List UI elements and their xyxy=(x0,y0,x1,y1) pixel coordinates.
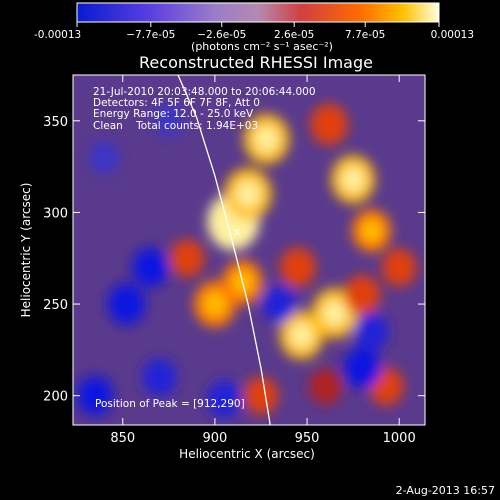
emission-core-4 xyxy=(342,167,365,192)
peak-marker: x xyxy=(234,225,241,238)
colorbar-tick-label: −2.6e-05 xyxy=(197,29,246,41)
y-tick-label: 250 xyxy=(43,298,68,313)
solar-limb-curve xyxy=(177,75,271,425)
emission-source-13 xyxy=(243,376,279,415)
emission-source-16 xyxy=(381,248,417,287)
colorbar-tick-label: 2.6e-05 xyxy=(274,29,314,41)
x-tick-label: 1000 xyxy=(383,431,416,446)
chart-title: Reconstructed RHESSI Image xyxy=(139,53,373,72)
annotation-block: 21-Jul-2010 20:03:48.000 to 20:06:44.000… xyxy=(93,86,316,132)
negative-region-26 xyxy=(89,141,120,174)
negative-region-18 xyxy=(107,283,146,325)
colorbar-ticks: -0.00013 −7.7e-05 −2.6e-05 2.6e-05 7.7e-05 0.… xyxy=(34,22,474,41)
y-axis-label: Heliocentric Y (arcsec) xyxy=(19,183,33,318)
emission-core-5 xyxy=(361,219,382,242)
negative-region-20 xyxy=(132,247,169,288)
negative-region-21 xyxy=(206,380,242,419)
annotation-energy-range: Energy Range: 12.0 - 25.0 keV xyxy=(93,108,254,120)
emission-source-12 xyxy=(170,239,205,278)
emission-core-1 xyxy=(236,181,260,208)
emission-core-6 xyxy=(204,292,226,316)
colorbar-tick-label: −7.7e-05 xyxy=(126,29,175,41)
emission-core-9 xyxy=(323,300,347,326)
y-tick-label: 300 xyxy=(43,206,68,221)
annotation-time-range: 21-Jul-2010 20:03:48.000 to 20:06:44.000 xyxy=(93,86,316,98)
x-tick-label: 950 xyxy=(295,431,320,446)
emission-core-2 xyxy=(255,126,278,152)
axis-ticks: 850 900 950 1000 200 250 300 350 xyxy=(43,75,425,446)
y-tick-label: 350 xyxy=(43,115,68,130)
peak-position-label: Position of Peak = [912,290] xyxy=(95,398,245,410)
colorbar-tick-label: -0.00013 xyxy=(34,29,81,41)
negative-region-23 xyxy=(354,312,389,351)
x-tick-label: 900 xyxy=(202,431,227,446)
colorbar-tick-label: 0.00013 xyxy=(431,29,474,41)
colorbar-tick-label: 7.7e-05 xyxy=(345,29,385,41)
annotation-clean-counts: Clean Total counts: 1.94E+03 xyxy=(93,120,258,132)
colorbar-unit-label: (photons cm⁻² s⁻¹ asec⁻²) xyxy=(191,40,333,53)
negative-region-25 xyxy=(154,104,184,138)
plot-frame xyxy=(72,74,426,426)
negative-region-22 xyxy=(262,285,297,323)
x-tick-label: 850 xyxy=(110,431,135,446)
x-axis-label: Heliocentric X (arcsec) xyxy=(179,447,315,461)
emission-source-10 xyxy=(344,275,381,315)
negative-region-17 xyxy=(142,358,177,397)
heatmap-image xyxy=(77,103,417,419)
negative-region-19 xyxy=(77,375,114,416)
emission-source-3 xyxy=(310,103,348,146)
footer-date: 2-Aug-2013 16:57 xyxy=(396,484,495,497)
colorbar xyxy=(76,2,440,23)
annotation-detectors: Detectors: 4F 5F 6F 7F 8F, Att 0 xyxy=(93,97,260,109)
negative-region-24 xyxy=(343,347,382,389)
y-tick-label: 200 xyxy=(43,390,68,405)
emission-source-8 xyxy=(279,247,316,288)
emission-source-14 xyxy=(309,368,342,405)
emission-core-11 xyxy=(290,323,313,348)
